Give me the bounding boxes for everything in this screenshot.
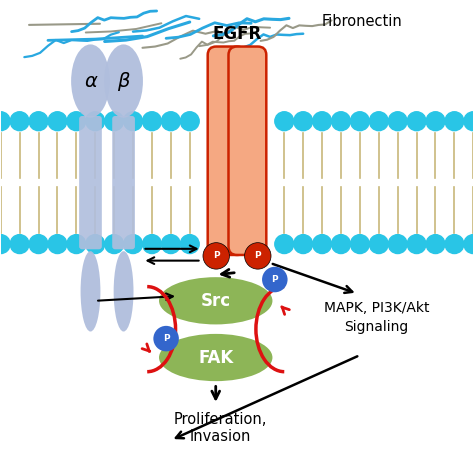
Circle shape [275,235,294,254]
Ellipse shape [104,45,143,118]
Circle shape [294,112,313,131]
Circle shape [180,112,199,131]
Circle shape [143,235,161,254]
Circle shape [426,112,445,131]
Text: P: P [213,251,219,260]
Circle shape [161,235,180,254]
Circle shape [331,112,350,131]
Circle shape [143,112,161,131]
Circle shape [407,235,426,254]
Circle shape [294,235,313,254]
Text: Proliferation,
Invasion: Proliferation, Invasion [174,412,267,444]
Circle shape [48,235,67,254]
Bar [0,131,474,235]
FancyBboxPatch shape [228,46,266,255]
Circle shape [369,235,388,254]
Circle shape [369,112,388,131]
Ellipse shape [71,45,110,118]
Text: P: P [255,251,261,260]
Circle shape [203,243,229,269]
Ellipse shape [114,251,134,331]
Circle shape [10,112,29,131]
Text: β: β [118,72,130,91]
Circle shape [464,235,474,254]
Circle shape [105,112,124,131]
Ellipse shape [159,277,273,324]
Circle shape [388,112,407,131]
Circle shape [0,112,10,131]
Circle shape [86,112,105,131]
FancyBboxPatch shape [208,46,246,255]
Circle shape [29,112,48,131]
Circle shape [154,326,179,351]
Circle shape [180,235,199,254]
Circle shape [105,235,124,254]
Ellipse shape [159,334,273,381]
Circle shape [407,112,426,131]
FancyBboxPatch shape [112,116,135,249]
Ellipse shape [81,251,100,331]
Circle shape [445,235,464,254]
Circle shape [262,267,288,292]
Text: Fibronectin: Fibronectin [322,15,403,29]
Circle shape [67,235,86,254]
Text: FAK: FAK [198,348,233,366]
Circle shape [445,112,464,131]
Circle shape [331,235,350,254]
Circle shape [388,235,407,254]
Circle shape [426,235,445,254]
Circle shape [464,112,474,131]
Circle shape [313,112,331,131]
Circle shape [124,235,143,254]
Circle shape [0,235,10,254]
Circle shape [67,112,86,131]
Circle shape [10,235,29,254]
FancyBboxPatch shape [79,116,102,249]
Text: P: P [163,334,169,343]
Circle shape [124,112,143,131]
Text: MAPK, PI3K/Akt
Signaling: MAPK, PI3K/Akt Signaling [324,301,429,334]
Circle shape [245,243,271,269]
Text: P: P [272,275,278,284]
Circle shape [161,112,180,131]
Circle shape [350,112,369,131]
Circle shape [275,112,294,131]
Text: α: α [84,72,97,91]
Text: Src: Src [201,292,231,310]
Text: EGFR: EGFR [212,25,262,43]
Circle shape [350,235,369,254]
Circle shape [86,235,105,254]
Circle shape [313,235,331,254]
Circle shape [48,112,67,131]
Circle shape [29,235,48,254]
